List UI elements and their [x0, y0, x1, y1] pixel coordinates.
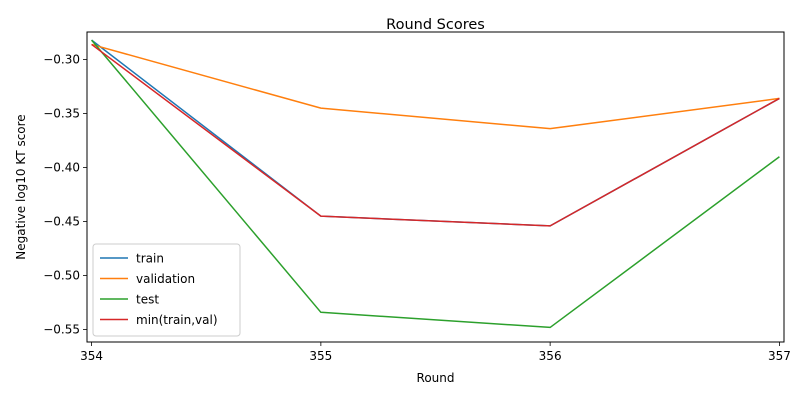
y-tick-label: −0.55 [43, 323, 80, 337]
x-tick-label: 355 [309, 349, 332, 363]
y-axis-label: Negative log10 KT score [14, 114, 28, 259]
legend-frame [92, 243, 241, 337]
series-line-0 [91, 39, 780, 227]
x-axis-label: Round [417, 371, 455, 385]
x-tick-label: 357 [768, 349, 791, 363]
x-tick-label: 354 [80, 349, 103, 363]
series-line-3 [91, 43, 780, 227]
series-line-2 [91, 39, 780, 329]
x-tick-label: 356 [539, 349, 562, 363]
legend-label: validation [136, 272, 195, 286]
y-tick-label: −0.35 [43, 107, 80, 121]
y-tick-label: −0.50 [43, 269, 80, 283]
y-tick-label: −0.30 [43, 53, 80, 67]
series-line-1 [91, 43, 780, 130]
y-tick-label: −0.40 [43, 161, 80, 175]
legend: train validation test min(train,val) [92, 243, 241, 337]
x-axis: 354 355 356 357 [80, 342, 791, 363]
chart-title: Round Scores [386, 17, 485, 33]
plot-area-frame [86, 31, 785, 343]
series-layer [91, 39, 780, 329]
y-axis: −0.30 −0.35 −0.40 −0.45 −0.50 −0.55 [43, 53, 87, 337]
legend-label: test [136, 293, 159, 307]
legend-label: min(train,val) [136, 313, 218, 327]
legend-label: train [136, 252, 164, 266]
y-tick-label: −0.45 [43, 215, 80, 229]
